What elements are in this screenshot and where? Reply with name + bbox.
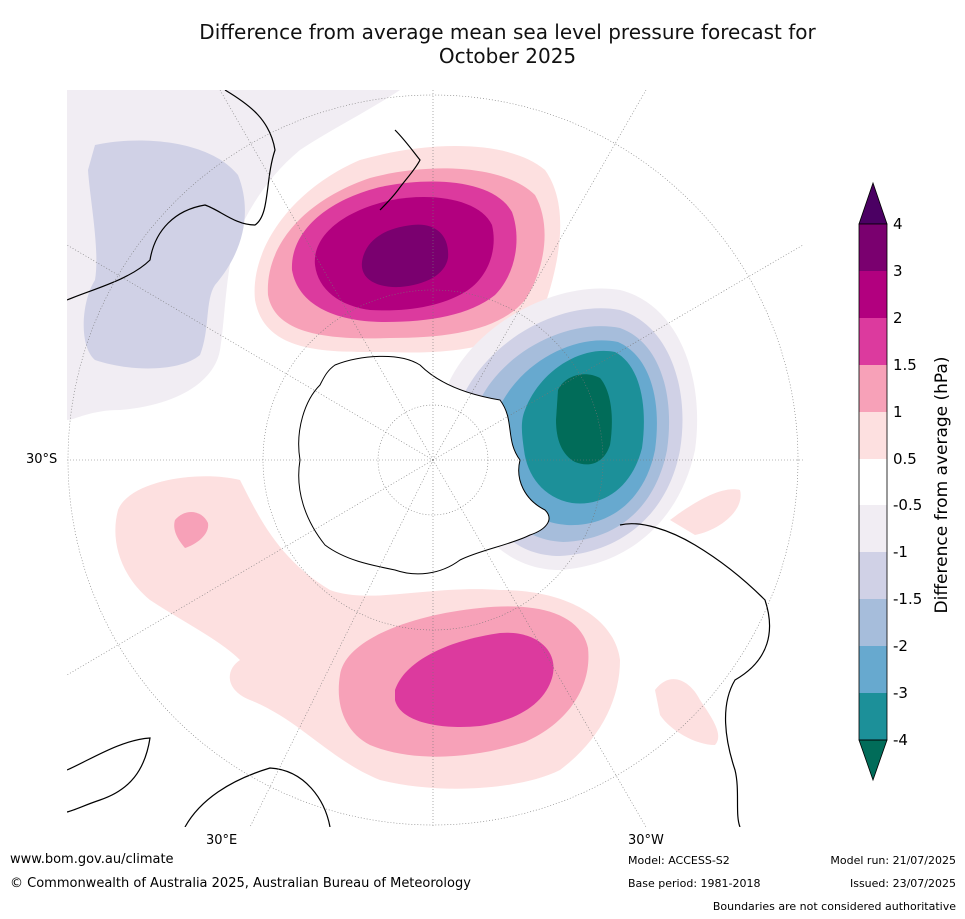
footer-model: Model: ACCESS-S2 [628, 854, 730, 867]
colorbar-neutral [859, 459, 887, 505]
colorbar-arrow-bottom [858, 739, 888, 782]
anomaly-p0p5-sa [670, 489, 741, 535]
colorbar-arrow-top [858, 181, 888, 225]
australia [67, 90, 276, 301]
colorbar-tick: 0.5 [893, 450, 917, 468]
colorbar-1to1p5 [859, 365, 887, 412]
colorbar-1p5to2 [859, 318, 887, 365]
colorbar-m4tom3 [859, 693, 887, 740]
graticule [67, 90, 803, 827]
anomaly-p1-small [174, 512, 209, 548]
anomaly-p3-nz [361, 224, 449, 288]
title-line-1: Difference from average mean sea level p… [199, 20, 816, 44]
footer-disclaimer: Boundaries are not considered authoritat… [712, 900, 956, 913]
colorbar-tick: 1 [893, 403, 903, 421]
colorbar-m3tom2 [859, 646, 887, 693]
footer-base-period: Base period: 1981-2018 [628, 877, 761, 890]
lon-label-30e: 30°E [206, 833, 238, 848]
anomaly-m1p5-nw [83, 140, 245, 369]
colorbar-3to4 [859, 224, 887, 271]
footer-model-run: Model run: 21/07/2025 [830, 854, 956, 867]
lon-label-30w: 30°W [628, 833, 664, 848]
colorbar-tick: -0.5 [893, 496, 923, 514]
colorbar-tick: -3 [893, 684, 908, 702]
anomaly-p1p5-ind [395, 632, 554, 727]
colorbar-tick: 3 [893, 262, 903, 280]
footer-website: www.bom.gov.au/climate [10, 852, 174, 867]
colorbar-title: Difference from average (hPa) [932, 356, 952, 614]
antarctica [298, 355, 550, 575]
colorbar-m2tom1p5 [859, 599, 887, 646]
colorbar-tick: -4 [893, 731, 908, 749]
colorbar-0p5to1 [859, 412, 887, 459]
colorbar-tick: -1 [893, 543, 908, 561]
title-line-2: October 2025 [438, 44, 577, 68]
africa-2 [184, 767, 331, 827]
colorbar-tick: -2 [893, 637, 908, 655]
colorbar-tick: -1.5 [893, 590, 923, 608]
colorbar-tick: 1.5 [893, 356, 917, 374]
map-area [67, 90, 803, 827]
colorbar [858, 181, 888, 782]
anomaly-m4-atl [556, 374, 612, 465]
chart-title: Difference from average mean sea level p… [100, 20, 915, 68]
colorbar-2to3 [859, 271, 887, 318]
south-america [619, 523, 771, 827]
footer-issued: Issued: 23/07/2025 [849, 877, 956, 890]
africa [67, 737, 151, 813]
footer-copyright: © Commonwealth of Australia 2025, Austra… [10, 876, 471, 891]
lat-label-30s: 30°S [26, 452, 58, 467]
colorbar-tick: 4 [893, 215, 903, 233]
anomaly-p0p5-ind-e [655, 679, 719, 745]
colorbar-m1p5tom1 [859, 552, 887, 599]
new-zealand [379, 129, 421, 211]
colorbar-m1tom0p5 [859, 505, 887, 552]
colorbar-tick: 2 [893, 309, 903, 327]
